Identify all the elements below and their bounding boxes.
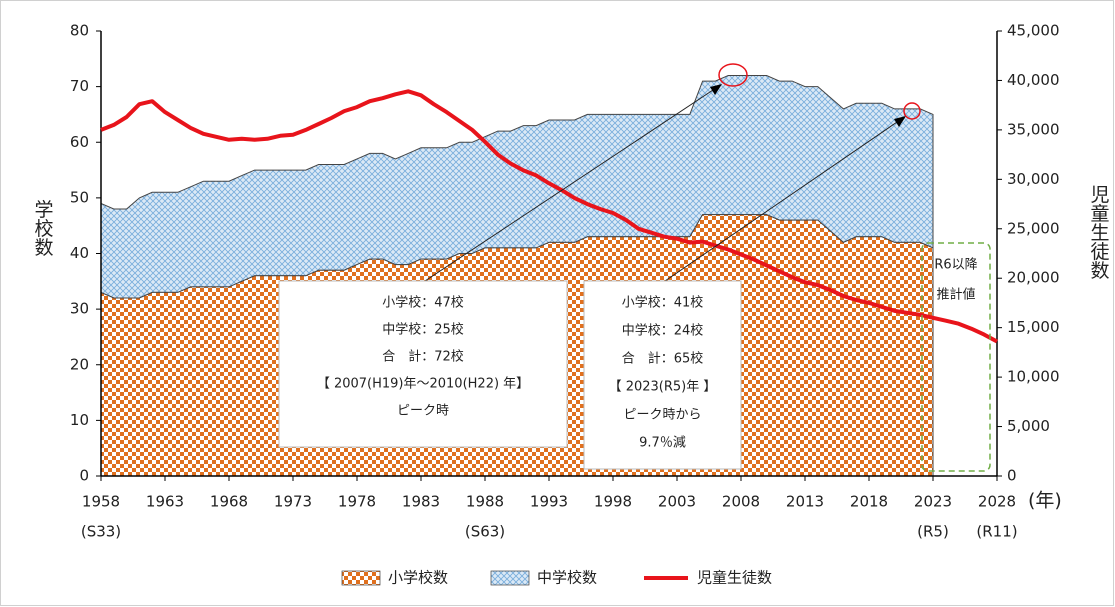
y-tick-label: 50 xyxy=(70,188,89,206)
x-tick-label: 1973 xyxy=(274,493,312,511)
annotation-box xyxy=(921,242,991,472)
x-tick-label: 1988 xyxy=(466,493,504,511)
legend-label: 児童生徒数 xyxy=(697,569,772,587)
x-sublabel: (S33) xyxy=(81,523,121,541)
x-tick-label: 1968 xyxy=(210,493,248,511)
annotation-text: ピーク時から xyxy=(623,408,701,423)
y-tick-label: 0 xyxy=(79,467,89,485)
x-sublabel: (S63) xyxy=(465,523,505,541)
x-tick-label: 2023 xyxy=(914,493,952,511)
y2-tick-label: 45,000 xyxy=(1007,22,1060,40)
annotation-text: 中学校：25校 xyxy=(382,322,464,338)
x-tick-label: 1993 xyxy=(530,493,568,511)
arrow xyxy=(424,87,717,282)
y2-tick-label: 5,000 xyxy=(1007,417,1050,435)
x-tick-label: 1978 xyxy=(338,493,376,511)
y-tick-label: 80 xyxy=(70,22,89,40)
annotation-text: 中学校：24校 xyxy=(622,323,704,339)
y-tick-label: 20 xyxy=(70,355,89,373)
annotation-text: 合 計：72校 xyxy=(382,349,464,365)
legend-swatch xyxy=(341,570,381,586)
legend-label: 小学校数 xyxy=(388,569,448,587)
annotation-text: R6以降 xyxy=(934,258,977,273)
y-tick-label: 10 xyxy=(70,411,89,429)
x-axis-label: (年) xyxy=(1028,490,1062,512)
annotation-box xyxy=(583,280,742,470)
legend-label: 中学校数 xyxy=(537,569,597,587)
y2-tick-label: 25,000 xyxy=(1007,219,1060,237)
y-tick-label: 30 xyxy=(70,300,89,318)
y2-axis-label: 児童生徒数 xyxy=(1088,184,1110,279)
arrowhead xyxy=(710,84,722,95)
annotation-text: 推計値 xyxy=(936,287,975,303)
x-sublabel: (R11) xyxy=(976,523,1017,541)
arrowhead xyxy=(894,116,906,127)
y2-tick-label: 30,000 xyxy=(1007,170,1060,188)
student-line xyxy=(100,89,998,344)
y-tick-label: 70 xyxy=(70,77,89,95)
y2-tick-label: 15,000 xyxy=(1007,318,1060,336)
x-tick-label: 2003 xyxy=(658,493,696,511)
highlight-circle xyxy=(903,102,921,120)
y-axis-label: 学校数 xyxy=(32,199,54,256)
legend-swatch xyxy=(490,570,530,586)
annotation-text: 小学校：47校 xyxy=(382,295,464,311)
annotation-text: 小学校：41校 xyxy=(622,295,704,311)
y2-tick-label: 35,000 xyxy=(1007,120,1060,138)
x-tick-label: 1963 xyxy=(146,493,184,511)
x-tick-label: 2018 xyxy=(850,493,888,511)
x-tick-label: 2028 xyxy=(978,493,1016,511)
arrow xyxy=(664,119,901,282)
y-tick-label: 40 xyxy=(70,244,89,262)
annotation-box xyxy=(278,280,568,448)
y2-tick-label: 0 xyxy=(1007,467,1017,485)
y2-tick-label: 20,000 xyxy=(1007,269,1060,287)
x-tick-label: 1998 xyxy=(594,493,632,511)
x-tick-label: 2013 xyxy=(786,493,824,511)
x-tick-label: 1983 xyxy=(402,493,440,511)
y2-tick-label: 10,000 xyxy=(1007,368,1060,386)
x-tick-label: 1958 xyxy=(82,493,120,511)
highlight-circle xyxy=(718,63,748,87)
annotation-text: 【 2023(R5)年 】 xyxy=(609,380,717,395)
y-tick-label: 60 xyxy=(70,133,89,151)
annotation-text: 9.7％減 xyxy=(639,435,686,451)
annotation-text: 合 計：65校 xyxy=(622,351,704,367)
annotation-text: ピーク時 xyxy=(397,404,449,419)
y2-tick-label: 40,000 xyxy=(1007,71,1060,89)
x-tick-label: 2008 xyxy=(722,493,760,511)
x-sublabel: (R5) xyxy=(917,523,949,541)
annotation-text: 【 2007(H19)年～2010(H22) 年】 xyxy=(317,377,529,392)
